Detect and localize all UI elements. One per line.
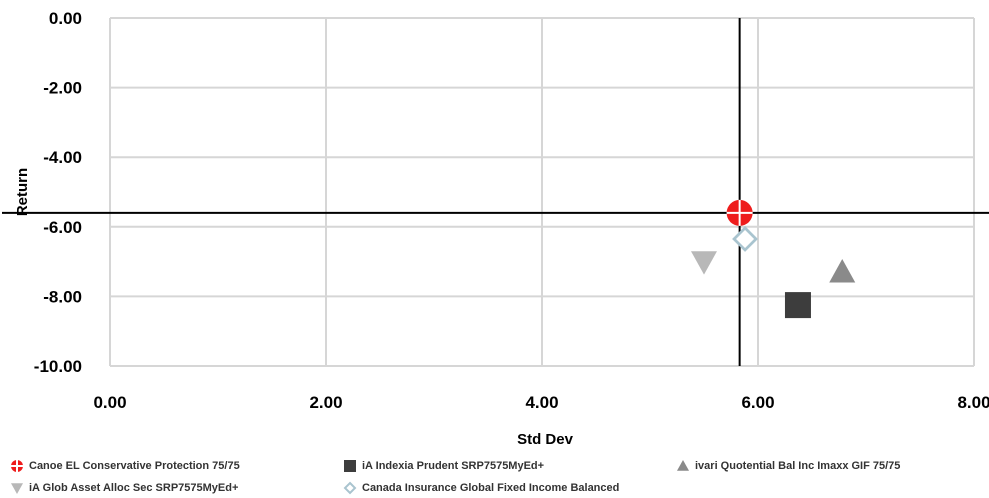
point-square [784,292,811,319]
legend-label: Canoe EL Conservative Protection 75/75 [29,460,240,472]
point-triangle-up [829,259,856,283]
point-triangle-down [691,251,717,275]
legend-label: iA Indexia Prudent SRP7575MyEd+ [362,460,545,472]
legend-marker-triangle-up [677,460,689,471]
y-tick-label: -8.00 [43,287,82,306]
x-tick-label: 0.00 [93,393,126,412]
legend-symbol [11,460,23,472]
x-tick-label: 2.00 [309,393,342,412]
y-tick-label: -10.00 [34,357,82,376]
y-tick-label: -4.00 [43,148,82,167]
legend-symbol [343,481,357,495]
legend-item: Canada Insurance Global Fixed Income Bal… [343,481,619,495]
legend-marker-triangle-down [11,483,23,494]
x-tick-label: 4.00 [525,393,558,412]
legend-symbol [11,483,23,494]
point-diamond-open [732,226,758,252]
legend-marker-circle-cross [11,460,23,472]
legend-marker-diamond-open [343,481,357,495]
y-tick-label: -2.00 [43,79,82,98]
legend-label: iA Glob Asset Alloc Sec SRP7575MyEd+ [29,482,239,494]
legend-item: iA Indexia Prudent SRP7575MyEd+ [343,459,544,473]
legend-symbol [677,460,689,471]
data-points [691,199,856,319]
x-tick-label: 6.00 [741,393,774,412]
legend-item: ivari Quotential Bal Inc Imaxx GIF 75/75 [676,459,900,473]
legend-symbol [344,460,356,472]
crosshair-lines [2,18,989,366]
y-tick-label: 0.00 [49,9,82,28]
legend-marker-square [344,460,356,472]
point-circle-cross [726,199,753,226]
legend-item: Canoe EL Conservative Protection 75/75 [10,459,240,473]
x-tick-label: 8.00 [957,393,989,412]
y-axis-title: Return [14,168,31,216]
legend: Canoe EL Conservative Protection 75/75 iA… [0,455,989,498]
legend-label: ivari Quotential Bal Inc Imaxx GIF 75/75 [695,460,901,472]
y-tick-label: -6.00 [43,218,82,237]
scatter-chart: 0.00 2.00 4.00 6.00 8.00 0.00 -2.00 -4.00 -6.00 -… [2,9,989,448]
legend-label: Canada Insurance Global Fixed Income Bal… [362,482,620,494]
legend-item: iA Glob Asset Alloc Sec SRP7575MyEd+ [10,481,238,495]
x-axis-title: Std Dev [517,431,574,448]
tick-labels: 0.00 2.00 4.00 6.00 8.00 0.00 -2.00 -4.00 -6.00 -… [34,9,989,412]
grid-lines [109,17,975,367]
